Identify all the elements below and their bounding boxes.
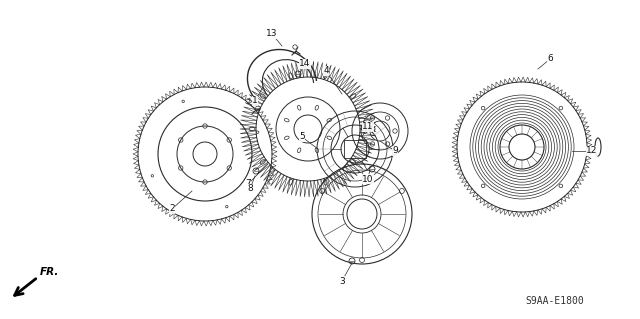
- Text: 11: 11: [362, 122, 374, 131]
- Text: 10: 10: [362, 174, 374, 183]
- Text: 6: 6: [547, 55, 553, 63]
- Text: 7: 7: [245, 180, 251, 189]
- Text: 4: 4: [323, 66, 329, 76]
- Text: 5: 5: [299, 132, 305, 142]
- Text: S9AA-E1800: S9AA-E1800: [525, 296, 584, 306]
- Text: 14: 14: [300, 60, 310, 69]
- Text: 9: 9: [392, 146, 398, 155]
- Text: 1: 1: [252, 97, 258, 106]
- Text: 3: 3: [339, 277, 345, 286]
- Text: 12: 12: [586, 146, 598, 155]
- Text: 8: 8: [247, 184, 253, 194]
- Text: FR.: FR.: [40, 267, 60, 277]
- Text: 2: 2: [169, 204, 175, 213]
- Text: 13: 13: [266, 29, 278, 39]
